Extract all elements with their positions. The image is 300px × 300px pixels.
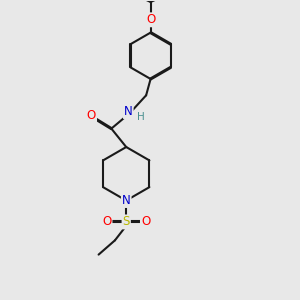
Text: H: H <box>137 112 145 122</box>
Text: O: O <box>146 13 155 26</box>
Text: O: O <box>141 215 150 228</box>
Text: N: N <box>122 194 130 207</box>
Text: O: O <box>87 109 96 122</box>
Text: N: N <box>124 105 133 118</box>
Text: O: O <box>102 215 112 228</box>
Text: S: S <box>122 215 130 228</box>
